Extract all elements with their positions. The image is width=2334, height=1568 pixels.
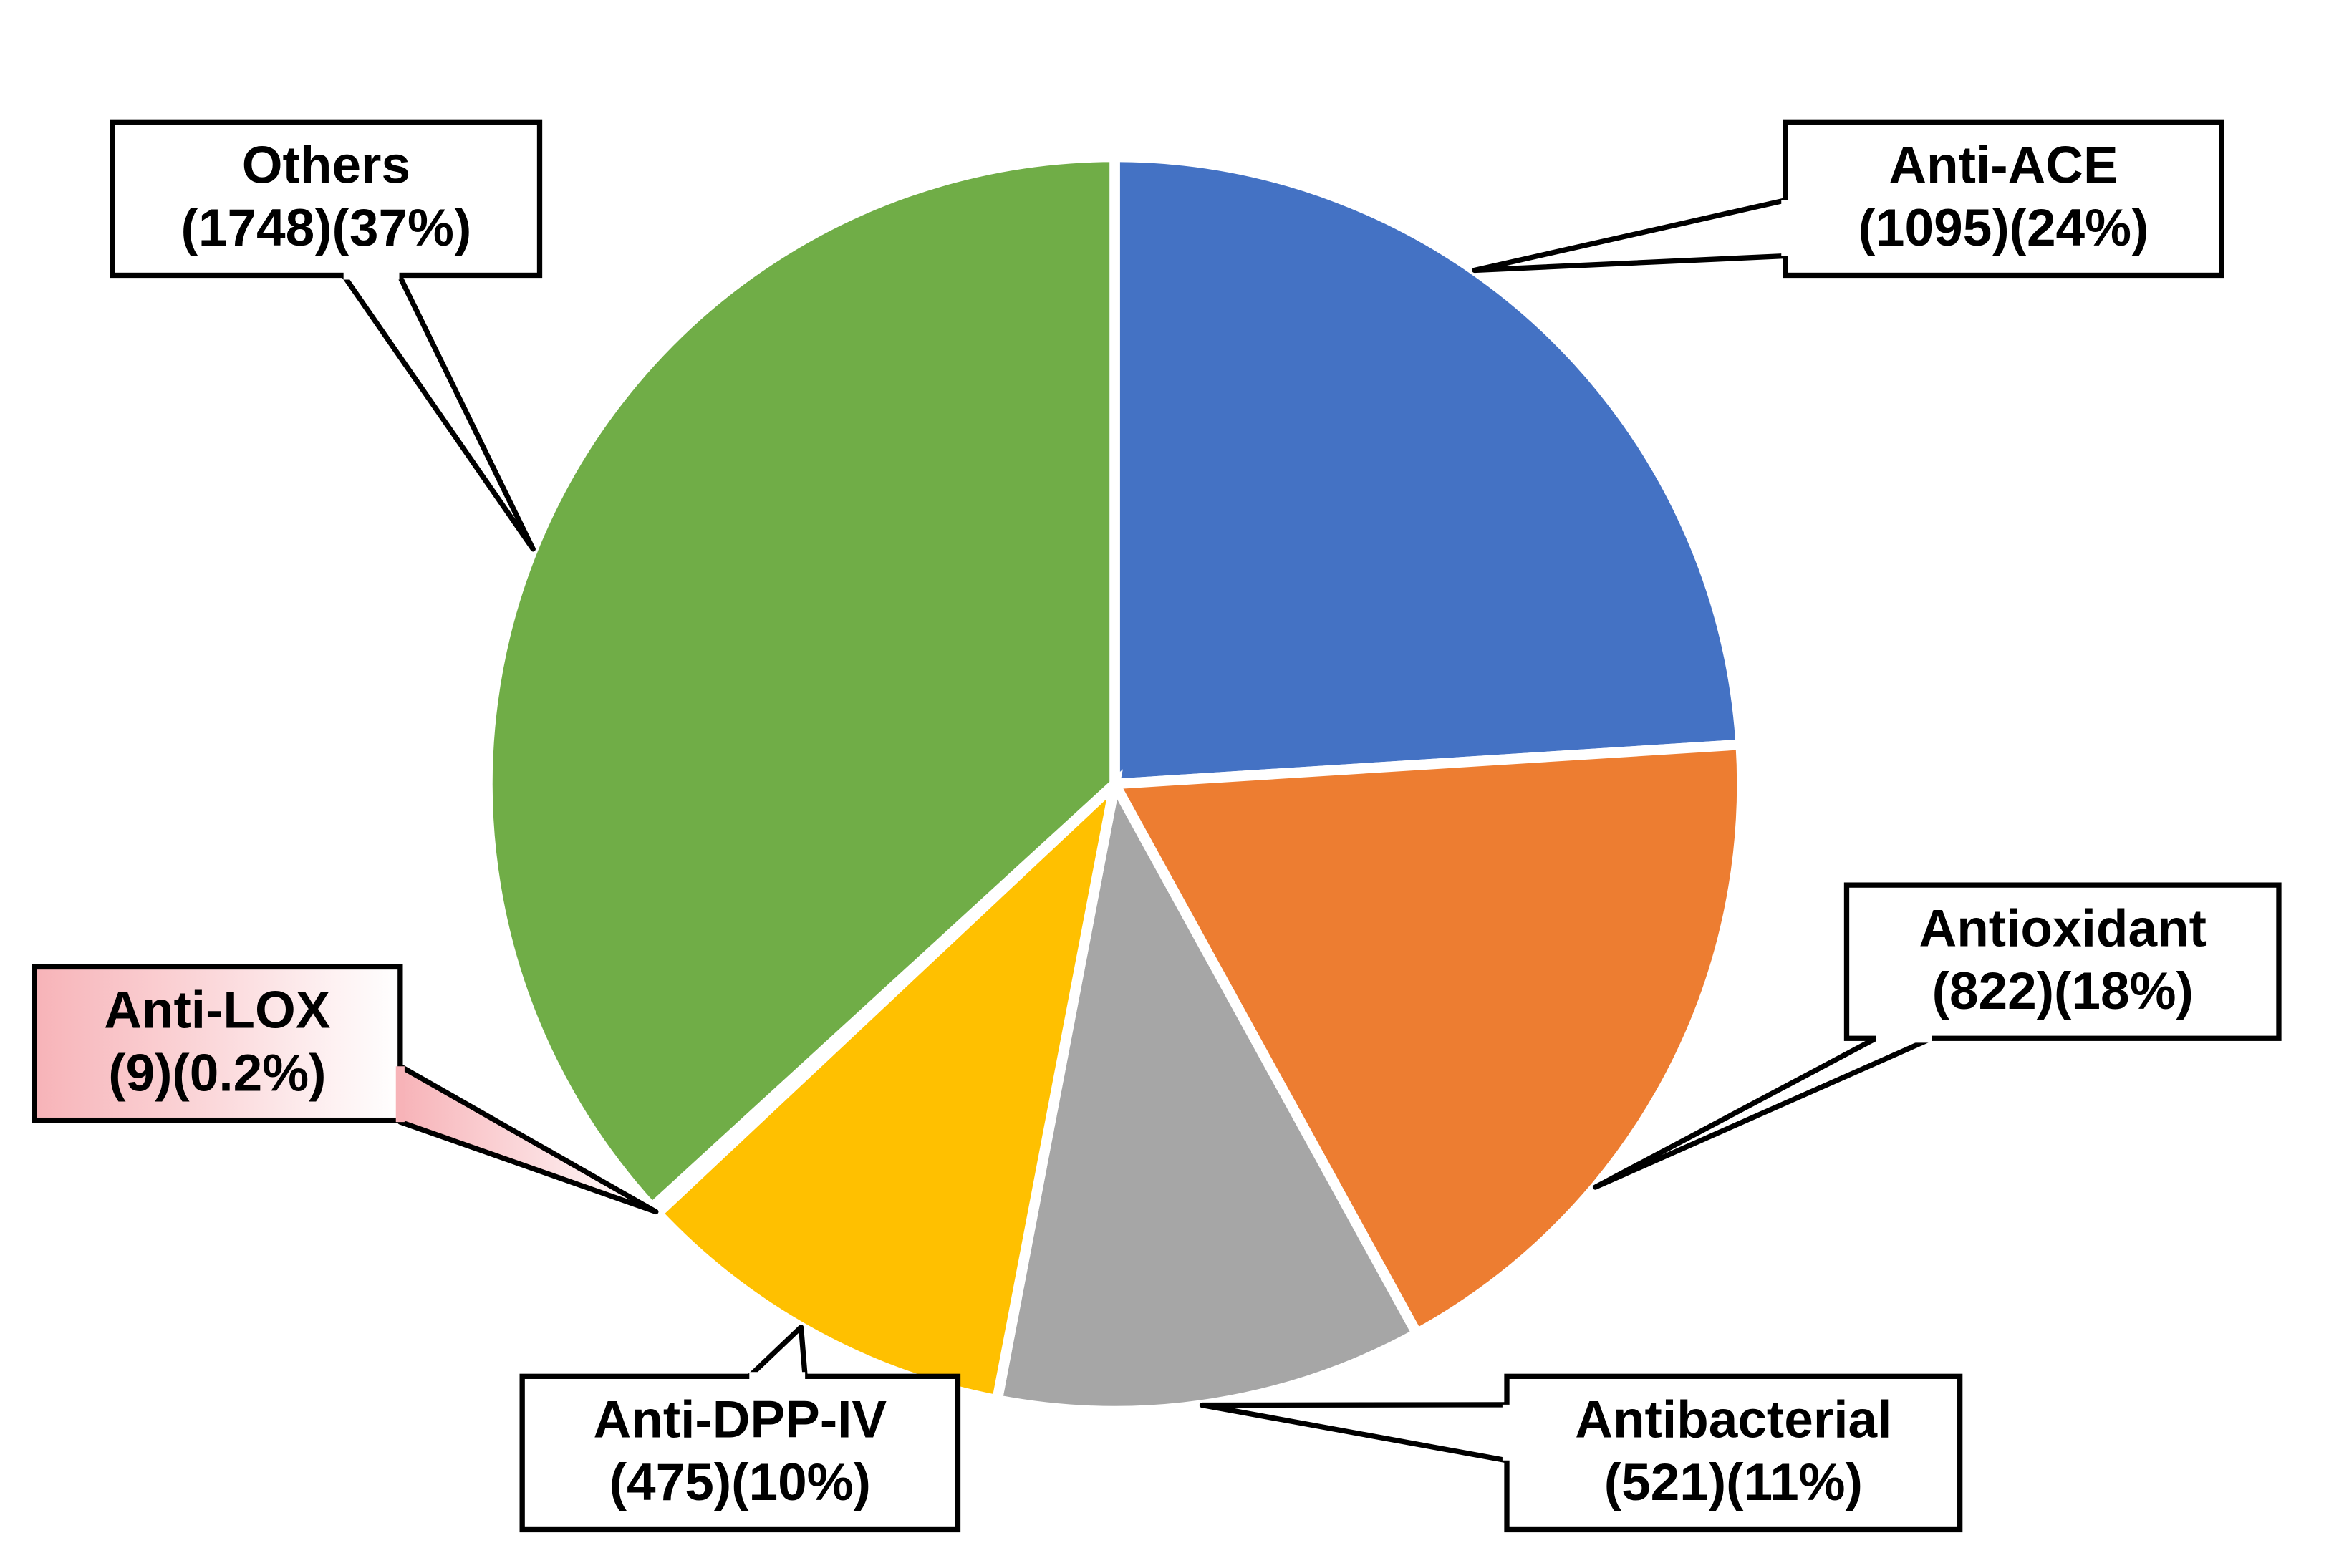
callout-wedge — [749, 1327, 805, 1377]
pie-chart-svg: Anti-ACE(1095)(24%) Antioxidant(822)(18%)… — [0, 0, 2334, 1568]
pie-slices — [488, 157, 1742, 1411]
label-text: Antibacterial — [1575, 1391, 1891, 1449]
callout-wedge — [1202, 1405, 1507, 1461]
label-text: (1095)(24%) — [1858, 199, 2149, 257]
label-text: (1748)(37%) — [181, 199, 472, 257]
label-text: (475)(10%) — [609, 1453, 871, 1511]
pie-chart-container: Anti-ACE(1095)(24%) Antioxidant(822)(18%)… — [0, 0, 2334, 1568]
callout-wedge — [344, 275, 534, 548]
label-text: (9)(0.2%) — [108, 1044, 326, 1102]
label-text: (822)(18%) — [1932, 962, 2194, 1020]
label-text: Others — [242, 136, 410, 194]
label-text: Anti-DPP-IV — [594, 1391, 887, 1449]
label-text: Anti-ACE — [1889, 136, 2118, 194]
callout-wedge — [1475, 200, 1785, 271]
label-text: Antioxidant — [1919, 899, 2206, 957]
label-text: (521)(11%) — [1604, 1453, 1863, 1511]
label-text: Anti-LOX — [104, 982, 331, 1040]
